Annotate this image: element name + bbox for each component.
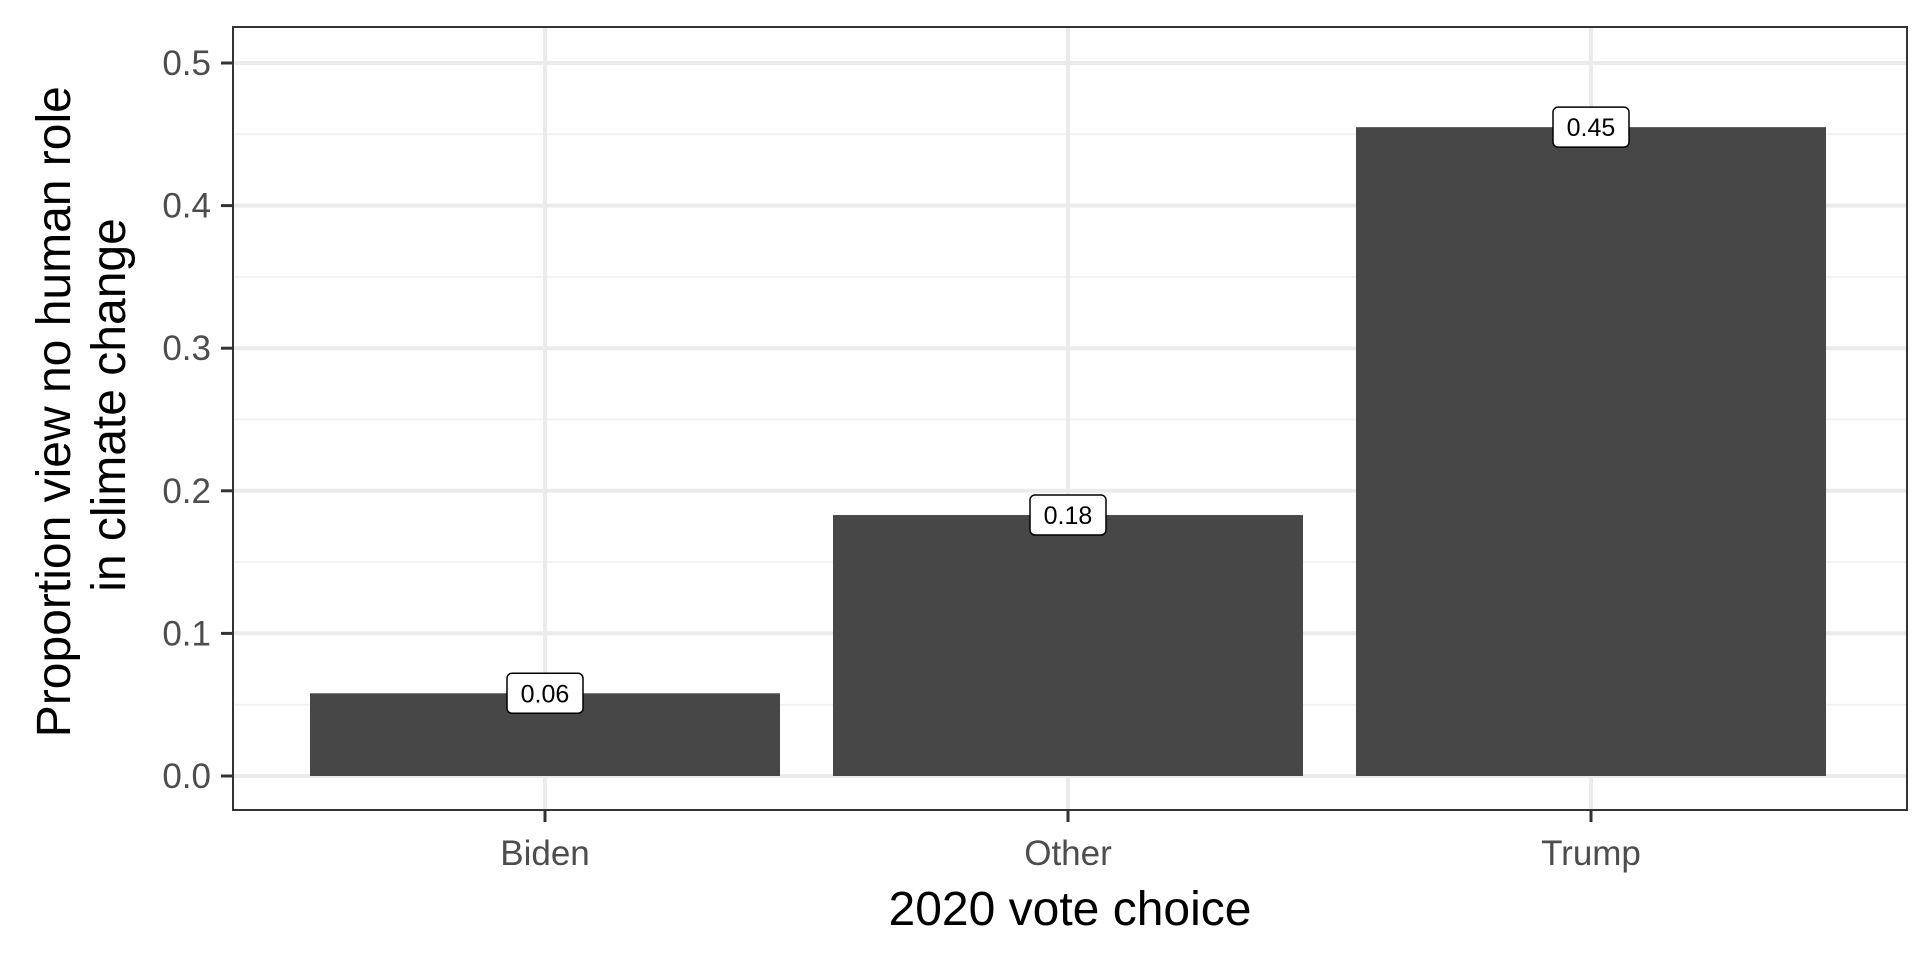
y-tick-label: 0.4	[162, 187, 211, 226]
data-label-box	[506, 672, 584, 715]
axes: 0.0 0.1 0.2 0.3 0.4 0.5 Biden Other Trump	[162, 44, 1641, 873]
y-axis-title-line-1: Proportion view no human role	[28, 86, 81, 737]
bar-other	[833, 515, 1303, 776]
panel-border	[232, 26, 1908, 811]
bars	[310, 127, 1826, 777]
data-label-text: 0.45	[1567, 114, 1616, 142]
y-tick-label: 0.0	[162, 757, 211, 796]
data-label-box	[1029, 494, 1107, 536]
x-tick-label-other: Other	[1024, 834, 1112, 873]
x-axis-title: 2020 vote choice	[889, 883, 1252, 936]
data-label-other: 0.18	[1029, 494, 1107, 536]
y-tick-label: 0.2	[162, 472, 211, 511]
y-axis-title: Proportion view no human role in climate…	[28, 73, 136, 737]
x-tick-label-trump: Trump	[1541, 834, 1641, 873]
data-label-text: 0.18	[1044, 502, 1093, 530]
y-tick-label: 0.5	[162, 44, 211, 83]
data-label-biden: 0.06	[506, 672, 584, 715]
y-axis-title-line-2: in climate change	[83, 218, 136, 592]
data-label-box	[1552, 106, 1630, 148]
y-tick-label: 0.3	[162, 329, 211, 368]
data-label-trump: 0.45	[1552, 106, 1630, 148]
x-tick-label-biden: Biden	[500, 834, 590, 873]
y-tick-label: 0.1	[162, 614, 211, 653]
data-labels: 0.06 0.18 0.45	[506, 106, 1630, 715]
data-label-text: 0.06	[521, 680, 570, 708]
bar-trump	[1356, 127, 1826, 777]
